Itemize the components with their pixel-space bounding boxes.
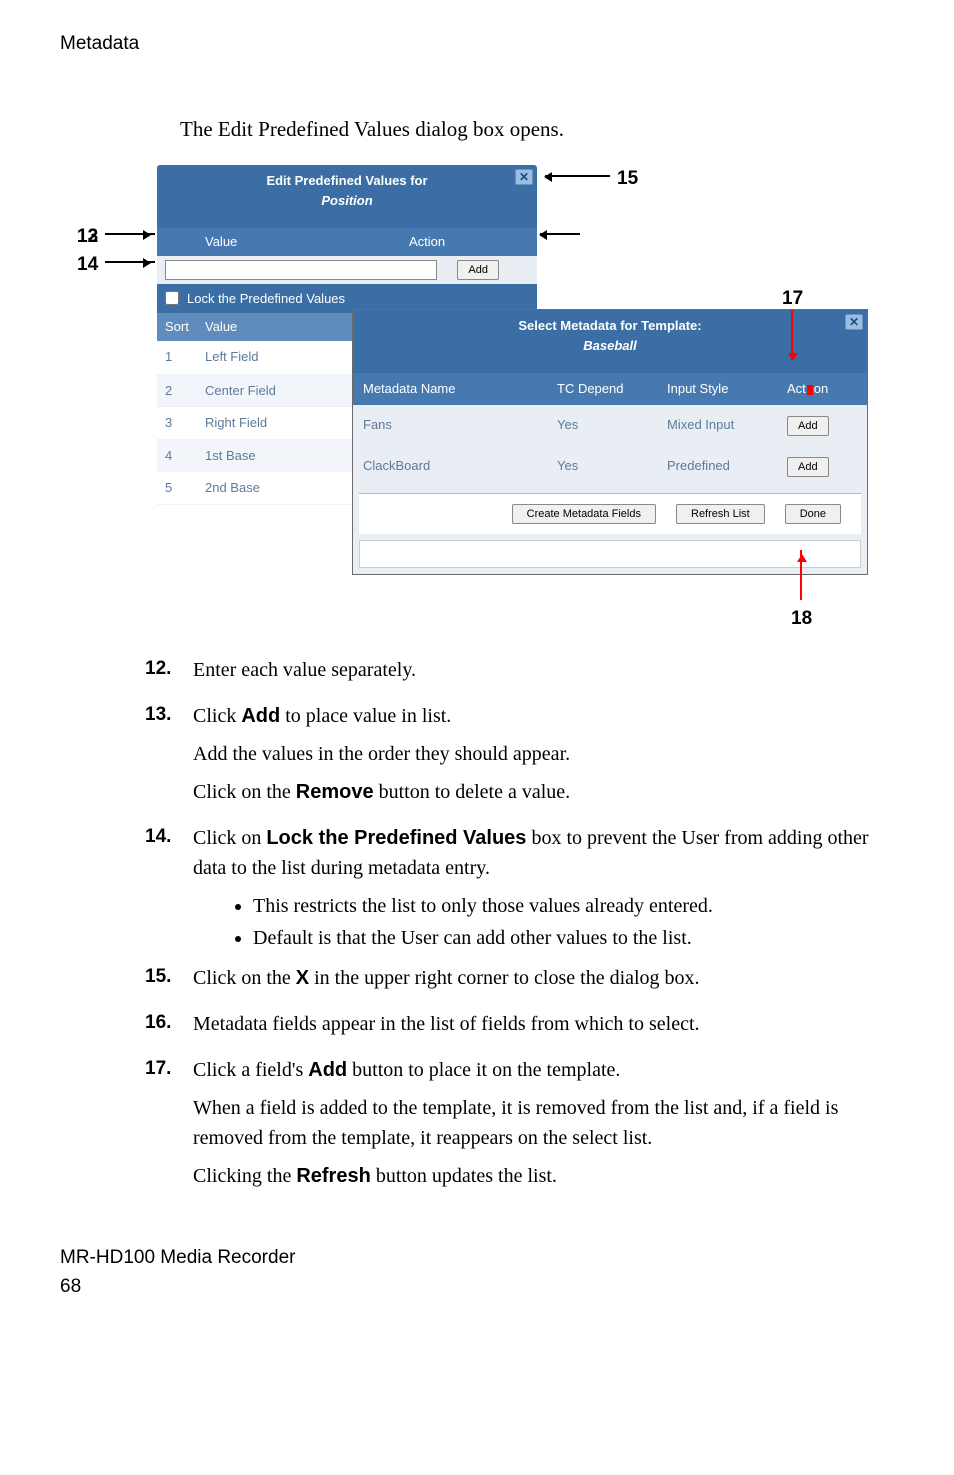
close-icon[interactable]: ✕ — [845, 314, 863, 330]
meta-style: Predefined — [667, 456, 787, 476]
bold-term: Lock the Predefined Values — [266, 827, 526, 849]
sort-num: 5 — [165, 478, 205, 498]
callout-18: 18 — [791, 605, 812, 634]
step-number: 14. — [145, 823, 193, 955]
bold-term: Refresh — [296, 1165, 370, 1187]
bold-term: Add — [308, 1059, 347, 1081]
dialog-subtitle: Position — [161, 191, 533, 211]
step-number: 12. — [145, 655, 193, 693]
step-line: Click a field's Add button to place it o… — [193, 1055, 894, 1085]
header-value: Value — [205, 232, 409, 252]
meta-header-action: Acton — [787, 379, 857, 399]
instruction-item: 13.Click Add to place value in list. Add … — [145, 701, 894, 815]
sort-num: 1 — [165, 347, 205, 367]
step-line: Click on Lock the Predefined Values box … — [193, 823, 894, 883]
meta-header-name: Metadata Name — [363, 379, 557, 399]
close-icon[interactable]: ✕ — [515, 169, 533, 185]
step-text: Metadata fields appear in the list of fi… — [193, 1009, 894, 1047]
footer-title: MR-HD100 Media Recorder — [60, 1244, 894, 1273]
meta-name: Fans — [363, 415, 557, 435]
step-line: Click Add to place value in list. — [193, 701, 894, 731]
step-line: Metadata fields appear in the list of fi… — [193, 1009, 894, 1039]
instruction-item: 15.Click on the X in the upper right cor… — [145, 963, 894, 1001]
meta-header-style: Input Style — [667, 379, 787, 399]
value-input[interactable] — [165, 260, 437, 280]
arrow-icon — [540, 233, 580, 235]
meta-title: Select Metadata for Template: — [518, 318, 701, 333]
step-line: Add the values in the order they should … — [193, 739, 894, 769]
lock-checkbox[interactable] — [165, 291, 179, 305]
step-number: 16. — [145, 1009, 193, 1047]
page-footer: MR-HD100 Media Recorder 68 — [60, 1244, 894, 1301]
arrow-icon — [545, 175, 610, 177]
meta-footer: Create Metadata Fields Refresh List Done — [359, 493, 861, 534]
step-number: 15. — [145, 963, 193, 1001]
instruction-item: 12.Enter each value separately. — [145, 655, 894, 693]
step-text: Click Add to place value in list. Add the… — [193, 701, 894, 815]
step-text: Click a field's Add button to place it o… — [193, 1055, 894, 1199]
instruction-list: 12.Enter each value separately.13.Click … — [145, 655, 894, 1199]
instruction-item: 16.Metadata fields appear in the list of… — [145, 1009, 894, 1047]
lock-label: Lock the Predefined Values — [187, 289, 345, 309]
step-line: When a field is added to the template, i… — [193, 1093, 894, 1153]
bold-term: X — [296, 967, 309, 989]
page-header: Metadata — [60, 30, 894, 59]
meta-name: ClackBoard — [363, 456, 557, 476]
dialog-title-bar: Edit Predefined Values for Position ✕ — [157, 165, 537, 228]
intro-text: The Edit Predefined Values dialog box op… — [180, 114, 894, 146]
figure: Edit Predefined Values for Position ✕ Va… — [77, 165, 877, 625]
header-action: Action — [409, 232, 529, 252]
value-action-header: Value Action — [157, 228, 537, 256]
meta-row: Fans Yes Mixed Input Add — [353, 405, 867, 446]
callout-13: 13 — [77, 223, 98, 252]
meta-title-bar: Select Metadata for Template: Baseball ✕ — [353, 310, 867, 373]
arrow-icon — [800, 550, 802, 600]
footer-page: 68 — [60, 1273, 894, 1302]
list-header-sort: Sort — [165, 317, 205, 337]
sort-num: 2 — [165, 381, 205, 401]
create-metadata-button[interactable]: Create Metadata Fields — [512, 504, 656, 524]
step-line: Enter each value separately. — [193, 655, 894, 685]
instruction-item: 17.Click a field's Add button to place i… — [145, 1055, 894, 1199]
arrow-icon — [791, 310, 793, 360]
meta-tc: Yes — [557, 456, 667, 476]
add-button[interactable]: Add — [457, 260, 499, 280]
step-number: 13. — [145, 701, 193, 815]
dialog-title: Edit Predefined Values for — [266, 173, 427, 188]
step-line: Clicking the Refresh button updates the … — [193, 1161, 894, 1191]
callout-15: 15 — [617, 165, 638, 194]
meta-header: Metadata Name TC Depend Input Style Acto… — [353, 373, 867, 405]
step-text: Click on the X in the upper right corner… — [193, 963, 894, 1001]
refresh-list-button[interactable]: Refresh List — [676, 504, 765, 524]
step-text: Click on Lock the Predefined Values box … — [193, 823, 894, 955]
arrow-icon — [105, 233, 155, 235]
sub-bullet: Default is that the User can add other v… — [253, 923, 894, 953]
instruction-item: 14.Click on Lock the Predefined Values b… — [145, 823, 894, 955]
step-line: Click on the Remove button to delete a v… — [193, 777, 894, 807]
bold-term: Add — [241, 705, 280, 727]
sort-num: 3 — [165, 413, 205, 433]
meta-header-tc: TC Depend — [557, 379, 667, 399]
add-button[interactable]: Add — [787, 416, 829, 436]
step-line: Click on the X in the upper right corner… — [193, 963, 894, 993]
done-button[interactable]: Done — [785, 504, 841, 524]
bold-term: Remove — [296, 781, 374, 803]
callout-14: 14 — [77, 251, 98, 280]
add-button[interactable]: Add — [787, 457, 829, 477]
meta-tc: Yes — [557, 415, 667, 435]
sub-bullet-list: This restricts the list to only those va… — [233, 891, 894, 953]
add-value-row: Add — [157, 256, 537, 284]
sub-bullet: This restricts the list to only those va… — [253, 891, 894, 921]
step-text: Enter each value separately. — [193, 655, 894, 693]
empty-bar — [359, 540, 861, 568]
arrow-icon — [105, 261, 155, 263]
sort-num: 4 — [165, 446, 205, 466]
step-number: 17. — [145, 1055, 193, 1199]
meta-row: ClackBoard Yes Predefined Add — [353, 446, 867, 487]
meta-style: Mixed Input — [667, 415, 787, 435]
